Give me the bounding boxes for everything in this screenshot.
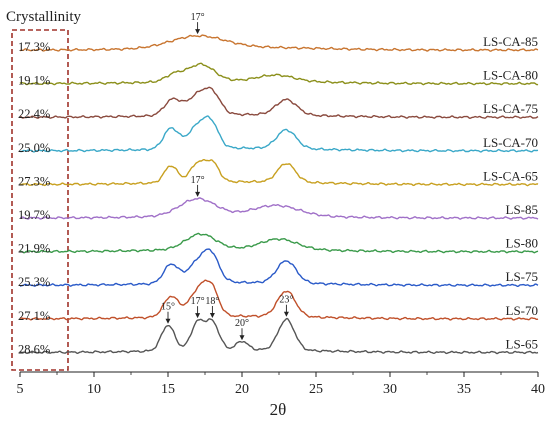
series-line	[19, 62, 539, 86]
series-line	[20, 197, 539, 220]
series-line	[19, 115, 539, 153]
series-line	[19, 317, 539, 355]
x-tick-label: 40	[531, 382, 545, 397]
series-line	[19, 159, 539, 187]
x-tick-label: 35	[457, 382, 471, 397]
series-name-label: LS-70	[506, 303, 539, 318]
series-line	[19, 279, 539, 321]
peak-arrow-head	[239, 335, 245, 341]
peak-arrow-head	[165, 318, 171, 324]
crystallinity-value: 19.1%	[18, 74, 50, 88]
series-name-label: LS-80	[506, 236, 539, 251]
crystallinity-value: 22.4%	[18, 107, 50, 121]
crystallinity-value: 27.3%	[18, 174, 50, 188]
series-line	[19, 86, 539, 120]
series-line	[19, 34, 539, 52]
crystallinity-value: 25.0%	[18, 141, 50, 155]
series-layer: LS-CA-85 17.3% LS-CA-80 19.1% LS-CA-75 22.4% L…	[18, 34, 539, 356]
peak-label: 17°	[191, 175, 205, 186]
series-name-label: LS-CA-80	[483, 68, 538, 83]
series-name-label: LS-CA-65	[483, 168, 538, 183]
x-tick-label: 20	[235, 382, 249, 397]
x-tick-label: 25	[309, 382, 323, 397]
series-name-label: LS-85	[506, 202, 539, 217]
x-tick-layer: 5 10 15 20 25 30 35 40	[17, 372, 545, 397]
series-line	[19, 248, 539, 287]
peak-arrow-head	[195, 313, 201, 319]
crystallinity-heading: Crystallinity	[6, 9, 82, 25]
series-name-label: LS-CA-85	[483, 34, 538, 49]
peak-arrow-head	[283, 311, 289, 317]
series-name-label: LS-CA-75	[483, 101, 538, 116]
series-name-label: LS-75	[506, 269, 539, 284]
peak-label: 20°	[235, 318, 249, 329]
series-name-label: LS-65	[506, 336, 539, 351]
x-tick-label: 10	[87, 382, 101, 397]
crystallinity-value: 21.9%	[18, 242, 50, 256]
series-name-label: LS-CA-70	[483, 135, 538, 150]
peak-label: 15°	[161, 302, 175, 313]
crystallinity-value: 17.3%	[18, 40, 50, 54]
x-tick-label: 5	[17, 382, 24, 397]
x-tick-label: 15	[161, 382, 175, 397]
x-axis-label: 2θ	[270, 400, 287, 419]
peak-label: 23°	[279, 295, 293, 306]
crystallinity-box	[11, 29, 69, 371]
crystallinity-value: 25.3%	[18, 275, 50, 289]
peak-arrow-head	[195, 29, 201, 35]
crystallinity-value: 19.7%	[18, 208, 50, 222]
peak-arrow-head	[209, 313, 215, 319]
series-line	[19, 232, 539, 254]
peak-label: 18°	[205, 296, 219, 307]
crystallinity-value: 27.1%	[18, 309, 50, 323]
x-tick-label: 30	[383, 382, 397, 397]
peak-arrow-head	[195, 191, 201, 197]
annotation-layer: 17°17°15°17° 18°20°23°	[161, 12, 293, 341]
peak-label: 17°	[191, 12, 205, 23]
peak-label: 17°	[191, 296, 205, 307]
crystallinity-value: 28.6%	[18, 342, 50, 356]
